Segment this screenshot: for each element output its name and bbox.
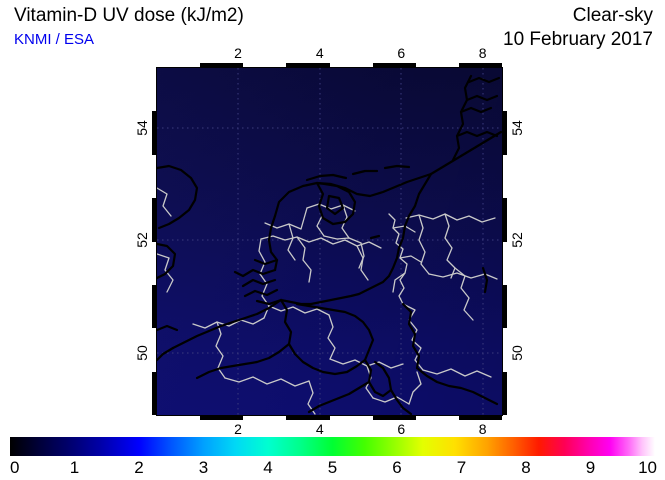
uv-dose-field xyxy=(157,68,502,415)
uv-dose-map xyxy=(157,68,502,415)
colorbar-gradient xyxy=(10,437,655,456)
axis-label-left-0: 54 xyxy=(134,120,150,136)
axis-label-right-0: 54 xyxy=(509,120,525,136)
colorbar-tick-4: 4 xyxy=(263,458,273,477)
axis-label-bottom-2: 6 xyxy=(397,421,406,437)
axis-label-bottom-0: 2 xyxy=(234,421,242,437)
colorbar-tick-7: 7 xyxy=(456,458,467,477)
axis-label-left-2: 50 xyxy=(134,345,150,361)
colorbar-tick-2: 2 xyxy=(134,458,144,477)
page-title: Vitamin-D UV dose (kJ/m2) xyxy=(14,5,244,26)
colorbar-tick-3: 3 xyxy=(198,458,209,477)
sky-condition-label: Clear-sky xyxy=(572,5,653,26)
axis-tick-segment xyxy=(200,415,244,420)
colorbar-tick-8: 8 xyxy=(521,458,531,477)
axis-tickbar-right xyxy=(502,68,507,415)
axis-tick-segment xyxy=(286,415,330,420)
axis-tick-segment xyxy=(502,111,507,155)
colorbar-tick-5: 5 xyxy=(327,458,338,477)
colorbar-tick-10: 10 xyxy=(638,458,657,477)
colorbar-tick-1: 1 xyxy=(69,458,80,477)
colorbar-tick-9: 9 xyxy=(585,458,596,477)
axis-label-left-1: 52 xyxy=(134,232,150,249)
axis-label-right-2: 50 xyxy=(509,345,525,361)
axis-tickbar-bottom xyxy=(157,415,502,420)
colorbar-tick-6: 6 xyxy=(392,458,402,477)
axis-label-bottom-1: 4 xyxy=(315,421,324,437)
axis-label-bottom-3: 8 xyxy=(478,421,487,437)
axis-tick-segment xyxy=(372,415,416,420)
axis-tick-segment xyxy=(502,284,507,329)
date-label: 10 February 2017 xyxy=(503,29,653,50)
axis-label-top-3: 8 xyxy=(478,45,487,61)
credit-label: KNMI / ESA xyxy=(14,31,95,48)
axis-label-top-0: 2 xyxy=(234,45,242,61)
axis-tick-segment xyxy=(502,198,507,242)
axis-tick-segment xyxy=(502,371,507,415)
axis-label-top-2: 6 xyxy=(397,45,406,61)
colorbar xyxy=(10,437,655,456)
axis-tick-segment xyxy=(458,415,502,420)
axis-label-right-1: 52 xyxy=(509,232,525,249)
axis-label-top-1: 4 xyxy=(315,45,324,61)
colorbar-tick-0: 0 xyxy=(10,458,20,477)
